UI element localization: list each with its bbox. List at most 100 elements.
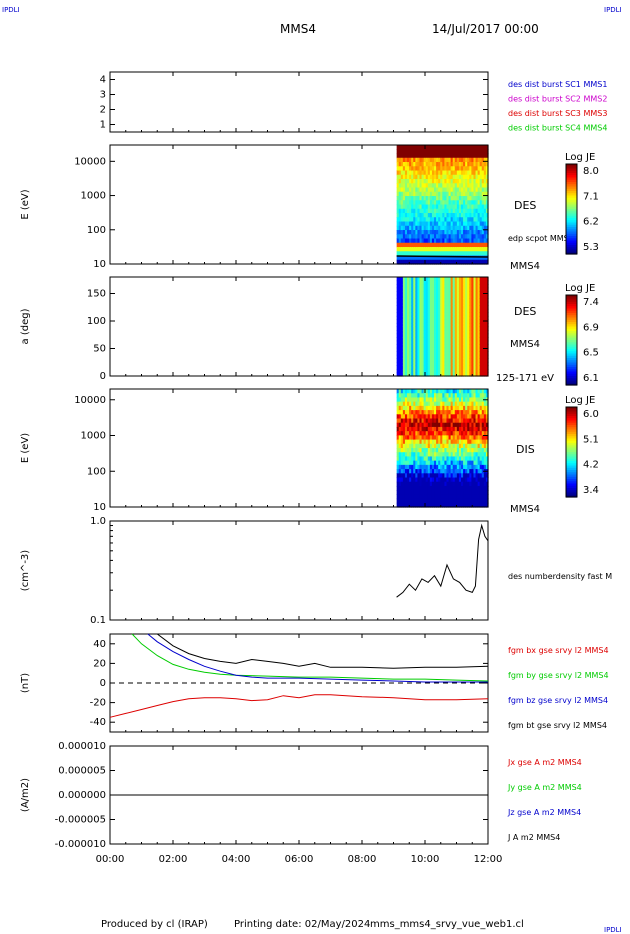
dis-energy-cell: [425, 397, 429, 403]
des-pitch-colorbar-segment: [566, 346, 577, 350]
des-pitch-cell: [467, 351, 470, 356]
des-pitch-cell: [450, 312, 454, 317]
dis-energy-cell: [477, 435, 481, 441]
des-pitch-cell: [479, 284, 483, 289]
dis-energy-cell: [483, 502, 487, 508]
des-pitch-cell: [434, 333, 437, 338]
des-energy-cell: [479, 204, 483, 210]
des-pitch-cell: [475, 337, 479, 342]
dis-energy-cell: [465, 389, 468, 394]
des-energy-cell: [431, 230, 435, 235]
dis-energy-cell: [404, 448, 408, 453]
des-pitch-cell: [421, 347, 425, 352]
des-pitch-cell: [400, 312, 404, 317]
des-energy-cell: [450, 166, 454, 172]
des-pitch-cell: [425, 340, 429, 345]
des-pitch-cell: [473, 326, 477, 331]
dis-energy-cell: [471, 418, 475, 424]
dis-energy-cell: [423, 452, 427, 458]
des-energy-cell: [421, 251, 425, 257]
des-energy-cell: [398, 225, 402, 231]
dis-energy-cell: [481, 443, 485, 449]
des-energy-cell: [477, 204, 481, 210]
des-energy-cell: [425, 255, 429, 261]
fgm-series-label: fgm bt gse srvy l2 MMS4: [508, 721, 607, 730]
dis-energy-colorbar-segment: [566, 425, 577, 428]
des-energy-cell: [404, 166, 408, 172]
dis-energy-cell: [481, 490, 485, 495]
dis-energy-cell: [471, 439, 475, 445]
des-pitch-cell: [402, 365, 406, 370]
dis-energy-cell: [446, 418, 450, 424]
dis-energy-cell: [415, 422, 419, 428]
des-pitch-cell: [469, 294, 472, 299]
des-energy-cell: [465, 174, 468, 180]
des-energy-cell: [477, 230, 481, 235]
des-pitch-cell: [434, 337, 437, 342]
dis-energy-cell: [473, 389, 477, 394]
des-pitch-cell: [427, 365, 431, 370]
des-pitch-cell: [471, 291, 475, 296]
des-energy-cell: [483, 217, 487, 223]
des-pitch-cell: [398, 368, 402, 374]
dis-energy-cell: [469, 435, 472, 441]
dis-energy-cell: [448, 405, 452, 411]
dis-energy-cell: [473, 439, 477, 445]
des-pitch-cell: [456, 312, 460, 317]
des-pitch-cell: [419, 354, 423, 359]
des-energy-cell: [446, 170, 450, 176]
des-energy-cell: [465, 238, 468, 244]
dis-energy-cell: [440, 469, 443, 474]
dis-energy-cell: [409, 389, 412, 394]
des-pitch-cell: [485, 333, 489, 338]
des-energy-cell: [413, 200, 416, 206]
des-pitch-cell: [421, 365, 425, 370]
dis-energy-cell: [407, 485, 410, 491]
des-energy-cell: [444, 238, 448, 244]
dis-energy-cell: [467, 431, 470, 436]
des-energy-cell: [421, 149, 425, 155]
des-pitch-cell: [485, 298, 489, 303]
dis-energy-cell: [436, 410, 439, 415]
des-pitch-cell: [458, 361, 462, 366]
dis-energy-cell: [442, 498, 446, 504]
des-pitch-cell: [404, 354, 408, 359]
des-pitch-cell: [409, 372, 412, 377]
des-energy-cell: [485, 225, 489, 231]
des-pitch-cell: [400, 305, 404, 310]
dis-energy-cell: [396, 414, 400, 420]
des-pitch-cell: [456, 361, 460, 366]
des-pitch-cell: [458, 337, 462, 342]
des-pitch-cell: [421, 358, 425, 363]
des-energy-cell: [485, 179, 489, 184]
des-pitch-cell: [444, 347, 448, 352]
density-panel-frame: [109, 520, 489, 621]
dis-energy-cell: [448, 469, 452, 474]
des-energy-cell: [446, 153, 450, 159]
des-pitch-cell: [471, 330, 475, 335]
des-pitch-cell: [479, 294, 483, 299]
des-pitch-cell: [444, 319, 448, 324]
des-pitch-cell: [419, 365, 423, 370]
des-pitch-cell: [438, 315, 441, 321]
dis-energy-cell: [419, 477, 423, 483]
des-energy-cell: [425, 149, 429, 155]
y-tick-label: 100: [87, 225, 106, 236]
des-energy-cell: [434, 166, 437, 172]
des-pitch-cell: [465, 333, 468, 338]
dis-energy-cell: [413, 490, 416, 495]
des-energy-cell: [471, 174, 475, 180]
des-energy-cell: [398, 174, 402, 180]
des-energy-cell: [421, 255, 425, 261]
dis-energy-cell: [404, 498, 408, 504]
des-energy-cell: [404, 191, 408, 197]
des-energy-cell: [481, 234, 485, 240]
des-pitch-cell: [465, 326, 468, 331]
dis-energy-cell: [398, 397, 402, 403]
des-pitch-cell: [427, 305, 431, 310]
des-pitch-cell: [421, 312, 425, 317]
des-energy-cell: [450, 230, 454, 235]
dis-energy-cell: [450, 481, 454, 487]
des-pitch-cell: [425, 315, 429, 321]
dis-energy-colorbar-segment: [566, 420, 577, 424]
